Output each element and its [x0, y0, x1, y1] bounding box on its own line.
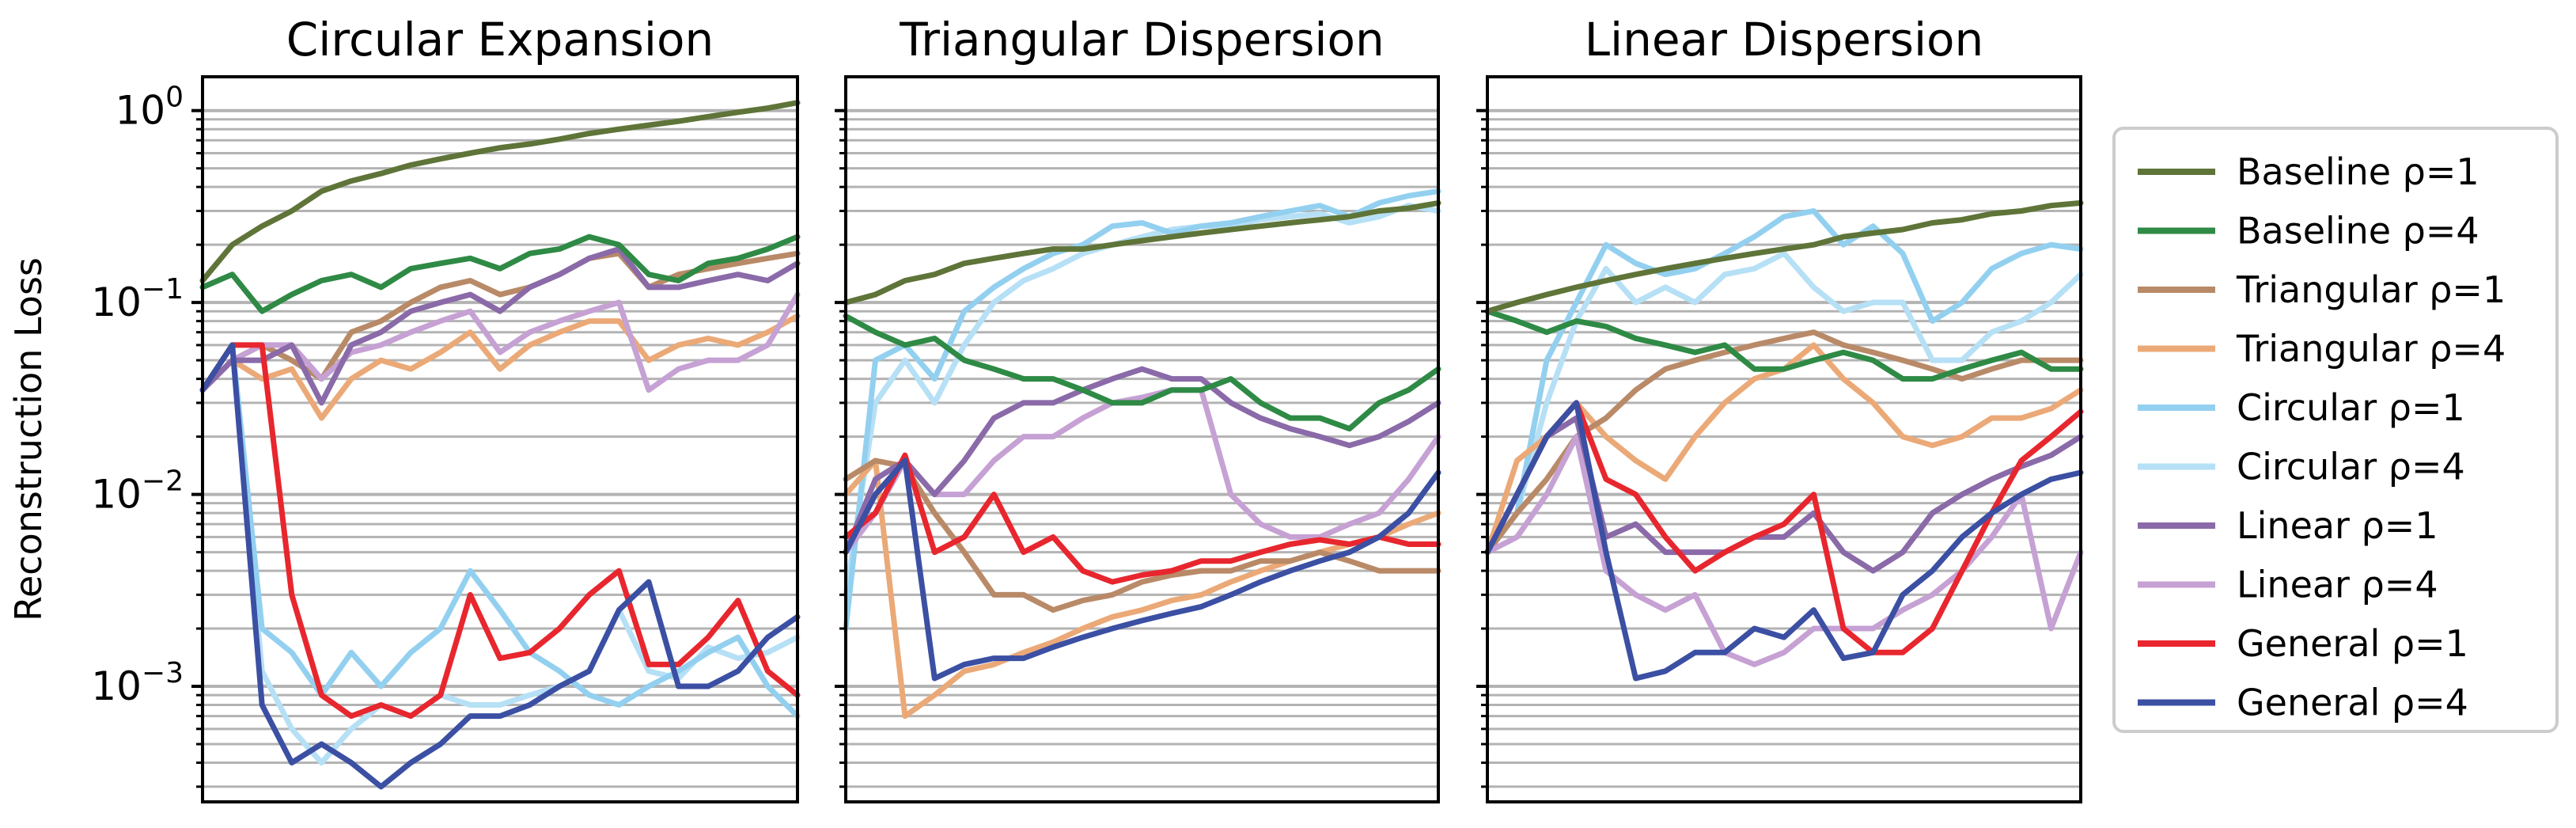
series-line-baseline1	[843, 199, 1441, 306]
plot-frame	[844, 75, 1440, 803]
series-line-gen4	[1484, 400, 2084, 682]
series-line-baseline4	[199, 234, 801, 314]
y-tick-label: 10−2	[91, 465, 184, 518]
series-line-baseline4	[1484, 308, 2084, 382]
series-line-lin4	[199, 291, 801, 393]
series-line-circ4	[1484, 250, 2084, 556]
y-ticks	[191, 108, 203, 788]
series-line-circ4	[199, 342, 801, 765]
series-line-gen4	[843, 458, 1441, 682]
panel-title: Linear Dispersion	[1585, 13, 1984, 66]
series-line-circ1	[199, 342, 801, 720]
series-line-tri4	[199, 313, 801, 421]
plot-frame	[1486, 75, 2082, 803]
series-line-gen1	[1484, 400, 2084, 655]
series-line-baseline1	[199, 100, 801, 283]
legend-label: Linear ρ=4	[2237, 564, 2438, 606]
legend-label: General ρ=4	[2237, 682, 2468, 724]
panel-2: Triangular Dispersion	[835, 13, 1441, 803]
series-line-circ1	[1484, 208, 2084, 556]
legend-label: Baseline ρ=4	[2237, 210, 2479, 253]
legend-item-baseline4: Baseline ρ=4	[2138, 210, 2479, 253]
legend-label: Linear ρ=1	[2237, 504, 2438, 547]
panel-title: Triangular Dispersion	[899, 13, 1385, 66]
y-tick-label: 10−1	[91, 273, 184, 325]
panel-title: Circular Expansion	[286, 13, 714, 66]
plot-frame	[201, 75, 799, 803]
series-line-tri1	[843, 458, 1441, 613]
legend-box	[2112, 127, 2559, 733]
legend-item-tri1: Triangular ρ=1	[2138, 268, 2506, 311]
y-tick-labels: 100 10−1 10−2 10−3	[91, 82, 184, 709]
legend-item-lin1: Linear ρ=1	[2138, 504, 2438, 547]
series-line-lin1	[199, 246, 801, 406]
legend-item-tri4: Triangular ρ=4	[2138, 328, 2506, 370]
legend-label: Triangular ρ=1	[2236, 268, 2506, 311]
series-line-gen1	[199, 342, 801, 720]
legend-item-gen1: General ρ=1	[2138, 622, 2468, 665]
y-ticks	[1476, 108, 1487, 788]
legend: Baseline ρ=1 Baseline ρ=4 Triangular ρ=1 Tr…	[2112, 127, 2559, 733]
y-ticks	[835, 108, 846, 788]
series-line-lin4	[843, 387, 1441, 556]
legend-label: Triangular ρ=4	[2236, 328, 2506, 370]
legend-label: Circular ρ=4	[2237, 446, 2465, 488]
panel-1: Circular Expansion	[191, 13, 801, 803]
series-line-baseline4	[843, 313, 1441, 432]
y-tick-label: 100	[115, 82, 184, 134]
legend-label: General ρ=1	[2237, 622, 2468, 665]
series-line-gen4	[199, 342, 801, 790]
legend-item-gen4: General ρ=4	[2138, 682, 2468, 724]
series-line-lin1	[843, 366, 1441, 556]
gridlines	[846, 108, 1438, 788]
y-axis-label: Reconstruction Loss	[7, 257, 50, 621]
series-line-gen1	[843, 452, 1441, 585]
legend-label: Baseline ρ=1	[2237, 150, 2479, 193]
panel-3: Linear Dispersion	[1476, 13, 2084, 803]
legend-item-circ1: Circular ρ=1	[2138, 386, 2465, 429]
y-tick-label: 10−3	[91, 657, 184, 709]
series-line-tri4	[843, 458, 1441, 720]
legend-item-baseline1: Baseline ρ=1	[2138, 150, 2479, 193]
series-line-baseline1	[1484, 199, 2084, 314]
legend-item-lin4: Linear ρ=4	[2138, 564, 2438, 606]
legend-item-circ4: Circular ρ=4	[2138, 446, 2465, 488]
series-line-lin4	[1484, 434, 2084, 667]
series-line-circ1	[843, 188, 1441, 632]
legend-label: Circular ρ=1	[2237, 386, 2465, 429]
